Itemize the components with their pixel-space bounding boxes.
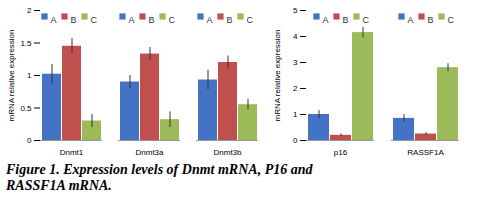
svg-text:0: 0 — [293, 136, 298, 145]
svg-text:A: A — [51, 15, 57, 25]
svg-text:mRNA relative expression: mRNA relative expression — [7, 29, 16, 121]
svg-text:C: C — [169, 15, 176, 25]
svg-text:Dnmt3a: Dnmt3a — [135, 148, 164, 157]
svg-text:0: 0 — [27, 136, 32, 145]
svg-text:A: A — [323, 15, 329, 25]
svg-text:C: C — [363, 15, 370, 25]
svg-text:Dnmt3b: Dnmt3b — [213, 148, 242, 157]
svg-text:B: B — [343, 15, 349, 25]
svg-text:4: 4 — [293, 32, 298, 41]
svg-text:Dnmt1: Dnmt1 — [60, 148, 84, 157]
svg-text:B: B — [227, 15, 233, 25]
svg-text:A: A — [207, 15, 213, 25]
html-text:Figure 1. Expression levels of: Figure 1. Expression levels of Dnmt mRNA… — [6, 162, 313, 193]
svg-text:RASSF1A: RASSF1A — [407, 148, 444, 157]
svg-text:2: 2 — [293, 84, 298, 93]
svg-text:3: 3 — [293, 58, 298, 67]
svg-text:5: 5 — [293, 6, 298, 15]
svg-text:1: 1 — [27, 71, 32, 80]
svg-text:B: B — [428, 15, 434, 25]
svg-text:p16: p16 — [334, 148, 348, 157]
svg-text:B: B — [149, 15, 155, 25]
svg-text:2: 2 — [27, 6, 32, 15]
svg-text:A: A — [129, 15, 135, 25]
svg-text:0.5: 0.5 — [20, 104, 32, 113]
svg-text:C: C — [91, 15, 98, 25]
svg-text:A: A — [408, 15, 414, 25]
svg-text:1.5: 1.5 — [20, 39, 32, 48]
svg-text:C: C — [448, 15, 455, 25]
svg-text:C: C — [247, 15, 254, 25]
svg-text:1: 1 — [293, 110, 298, 119]
svg-text:B: B — [71, 15, 77, 25]
svg-text:mRNA relative expression: mRNA relative expression — [273, 29, 282, 121]
